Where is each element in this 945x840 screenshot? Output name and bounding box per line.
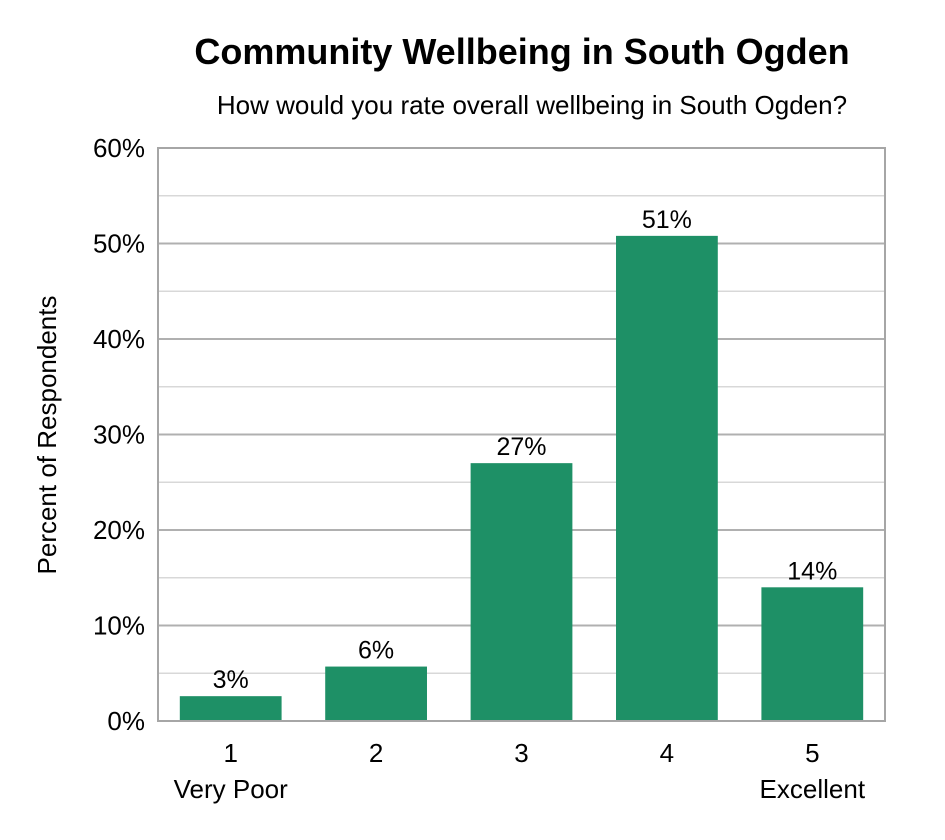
x-tick-sublabel: Very Poor bbox=[174, 774, 289, 804]
gridlines bbox=[158, 195, 885, 674]
bars bbox=[179, 235, 864, 722]
x-tick-labels: 1 Very Poor 2 3 4 5 Excellent bbox=[174, 738, 866, 804]
y-tick-label: 0% bbox=[107, 706, 145, 736]
y-tick-labels: 0% 10% 20% 30% 40% 50% 60% bbox=[93, 133, 145, 736]
data-label: 14% bbox=[787, 557, 837, 585]
y-axis-label: Percent of Respondents bbox=[32, 296, 62, 575]
y-tick-label: 10% bbox=[93, 611, 145, 641]
x-tick-label: 2 bbox=[369, 738, 383, 768]
x-tick-label: 4 bbox=[660, 738, 674, 768]
y-tick-label: 20% bbox=[93, 515, 145, 545]
x-tick-sublabel: Excellent bbox=[760, 774, 866, 804]
x-tick-label: 5 bbox=[805, 738, 819, 768]
data-labels: 3% 6% 27% 51% 14% bbox=[213, 206, 838, 694]
bar bbox=[325, 666, 427, 721]
x-tick-label: 1 bbox=[223, 738, 237, 768]
data-label: 27% bbox=[496, 433, 546, 461]
bar bbox=[616, 235, 718, 722]
x-tick-label: 3 bbox=[514, 738, 528, 768]
data-label: 51% bbox=[642, 206, 692, 234]
bar bbox=[470, 463, 573, 721]
bar bbox=[761, 587, 864, 721]
bar bbox=[179, 696, 282, 721]
chart-title: Community Wellbeing in South Ogden bbox=[194, 31, 849, 72]
y-tick-label: 50% bbox=[93, 229, 145, 259]
plot-area-frame bbox=[157, 147, 886, 722]
data-label: 3% bbox=[213, 666, 249, 694]
y-tick-label: 60% bbox=[93, 133, 145, 163]
chart-subtitle: How would you rate overall wellbeing in … bbox=[217, 90, 847, 120]
y-tick-label: 30% bbox=[93, 420, 145, 450]
y-tick-label: 40% bbox=[93, 324, 145, 354]
data-label: 6% bbox=[358, 637, 394, 665]
